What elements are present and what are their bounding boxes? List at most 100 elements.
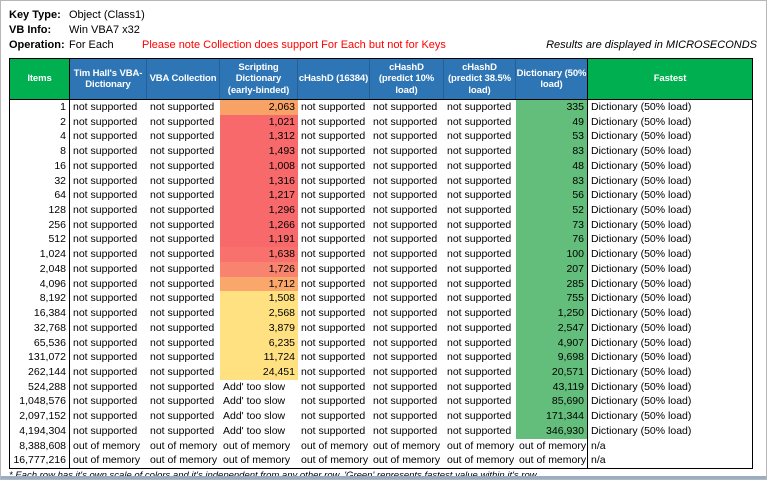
table-cell[interactable]: not supported — [301, 248, 366, 261]
table-cell[interactable]: not supported — [150, 204, 215, 217]
table-cell[interactable]: 56 — [516, 188, 588, 204]
table-cell[interactable]: 73 — [516, 217, 588, 233]
table-cell[interactable]: not supported — [373, 174, 438, 187]
table-cell[interactable]: 53 — [516, 129, 588, 145]
table-cell[interactable]: not supported — [301, 174, 366, 187]
table-cell[interactable]: 1,726 — [220, 261, 298, 277]
table-cell[interactable]: Dictionary (50% load) — [591, 101, 692, 113]
table-cell[interactable]: not supported — [301, 262, 366, 275]
table-cell[interactable]: out of memory — [73, 439, 141, 452]
table-cell[interactable]: out of memory — [373, 454, 441, 467]
table-cell[interactable]: out of memory — [223, 454, 291, 467]
table-cell[interactable]: not supported — [73, 189, 138, 202]
table-cell[interactable]: 8 — [10, 144, 70, 159]
table-cell[interactable]: not supported — [73, 174, 138, 187]
table-cell[interactable]: not supported — [73, 277, 138, 290]
table-cell[interactable]: Dictionary (50% load) — [591, 395, 692, 408]
table-cell[interactable]: not supported — [150, 424, 215, 437]
table-cell[interactable]: not supported — [447, 410, 512, 423]
table-cell[interactable]: 1,021 — [220, 114, 298, 130]
table-cell[interactable]: not supported — [447, 395, 512, 408]
table-cell[interactable]: not supported — [73, 204, 138, 217]
table-cell[interactable]: 335 — [516, 100, 588, 115]
table-cell[interactable]: not supported — [150, 410, 215, 423]
table-cell[interactable]: 32 — [10, 173, 70, 189]
table-cell[interactable]: 1,312 — [220, 129, 298, 145]
table-cell[interactable]: Dictionary (50% load) — [591, 410, 692, 423]
table-cell[interactable]: not supported — [73, 410, 138, 423]
table-cell[interactable]: 207 — [516, 261, 588, 277]
table-cell[interactable]: not supported — [301, 292, 366, 305]
table-cell[interactable]: not supported — [150, 130, 215, 143]
table-cell[interactable]: not supported — [73, 159, 138, 172]
table-cell[interactable]: not supported — [373, 424, 438, 437]
table-cell[interactable]: not supported — [373, 101, 438, 113]
table-cell[interactable]: 8,388,608 — [10, 438, 70, 454]
table-cell[interactable]: not supported — [150, 233, 215, 246]
column-header[interactable]: Tim Hall's VBA- Dictionary — [70, 59, 147, 99]
table-cell[interactable]: not supported — [150, 189, 215, 202]
table-cell[interactable]: not supported — [150, 159, 215, 172]
table-cell[interactable]: Dictionary (50% load) — [591, 115, 692, 128]
table-cell[interactable]: not supported — [373, 145, 438, 158]
table-cell[interactable]: not supported — [373, 292, 438, 305]
table-cell[interactable]: 4 — [10, 129, 70, 145]
table-cell[interactable]: not supported — [150, 115, 215, 128]
table-cell[interactable]: 285 — [516, 276, 588, 292]
table-cell[interactable]: 1,508 — [220, 291, 298, 307]
table-cell[interactable]: not supported — [73, 395, 138, 408]
table-cell[interactable]: 2,568 — [220, 306, 298, 321]
table-cell[interactable]: not supported — [73, 233, 138, 246]
table-cell[interactable]: not supported — [301, 159, 366, 172]
table-cell[interactable]: not supported — [73, 292, 138, 305]
table-cell[interactable]: not supported — [73, 307, 138, 320]
table-cell[interactable]: not supported — [447, 101, 512, 113]
table-cell[interactable]: out of memory — [150, 439, 218, 452]
table-cell[interactable]: out of memory — [447, 439, 515, 452]
table-cell[interactable]: not supported — [301, 145, 366, 158]
table-cell[interactable]: not supported — [447, 351, 512, 364]
table-cell[interactable]: not supported — [373, 233, 438, 246]
table-cell[interactable]: 1,493 — [220, 144, 298, 159]
table-cell[interactable]: 16,777,216 — [10, 453, 70, 468]
table-cell[interactable]: Dictionary (50% load) — [591, 159, 692, 172]
table-cell[interactable]: 49 — [516, 114, 588, 130]
table-cell[interactable]: not supported — [150, 145, 215, 158]
table-cell[interactable]: not supported — [150, 365, 215, 378]
table-cell[interactable]: not supported — [447, 174, 512, 187]
table-cell[interactable]: not supported — [301, 189, 366, 202]
table-cell[interactable]: Add' too slow — [223, 380, 286, 393]
table-cell[interactable]: 24,451 — [220, 364, 298, 380]
table-cell[interactable]: not supported — [301, 424, 366, 437]
table-cell[interactable]: not supported — [447, 204, 512, 217]
table-cell[interactable]: Dictionary (50% load) — [591, 321, 692, 334]
table-cell[interactable]: 48 — [516, 158, 588, 174]
table-cell[interactable]: 1,638 — [220, 247, 298, 262]
table-cell[interactable]: 1,191 — [220, 232, 298, 248]
table-cell[interactable]: not supported — [73, 262, 138, 275]
table-cell[interactable]: 100 — [516, 247, 588, 262]
table-cell[interactable]: 9,698 — [516, 350, 588, 365]
table-cell[interactable]: out of memory — [301, 454, 369, 467]
table-cell[interactable]: not supported — [73, 424, 138, 437]
table-cell[interactable]: 4,907 — [516, 335, 588, 351]
table-cell[interactable]: not supported — [301, 395, 366, 408]
table-cell[interactable]: not supported — [150, 351, 215, 364]
table-cell[interactable]: not supported — [447, 115, 512, 128]
table-cell[interactable]: not supported — [73, 380, 138, 393]
table-cell[interactable]: Dictionary (50% load) — [591, 292, 692, 305]
table-cell[interactable]: not supported — [301, 233, 366, 246]
table-cell[interactable]: Dictionary (50% load) — [591, 424, 692, 437]
table-cell[interactable]: not supported — [301, 351, 366, 364]
table-cell[interactable]: not supported — [301, 218, 366, 231]
table-cell[interactable]: not supported — [447, 130, 512, 143]
table-cell[interactable]: not supported — [373, 218, 438, 231]
table-cell[interactable]: Dictionary (50% load) — [591, 262, 692, 275]
table-cell[interactable]: not supported — [150, 218, 215, 231]
table-cell[interactable]: 16,384 — [10, 306, 70, 321]
table-cell[interactable]: 755 — [516, 291, 588, 307]
table-cell[interactable]: 256 — [10, 217, 70, 233]
table-cell[interactable]: not supported — [447, 424, 512, 437]
table-cell[interactable]: 512 — [10, 232, 70, 248]
table-cell[interactable]: not supported — [373, 159, 438, 172]
